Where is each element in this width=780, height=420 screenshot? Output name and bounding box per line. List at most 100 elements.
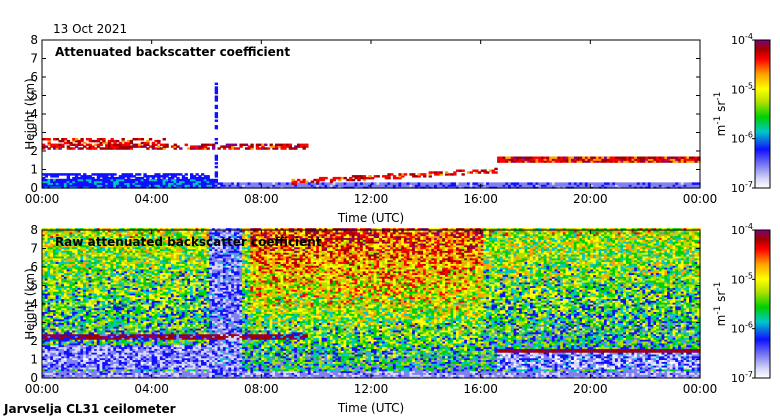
heat-cell	[83, 186, 87, 189]
heat-cell	[61, 173, 65, 176]
heat-cell	[143, 178, 147, 182]
heat-cell	[392, 186, 397, 189]
heat-cell	[551, 158, 556, 161]
heat-cell	[321, 184, 325, 187]
heat-cell	[277, 145, 282, 148]
heat-cell	[527, 160, 531, 163]
heat-cell	[214, 91, 219, 95]
heat-cell	[472, 182, 476, 185]
colorbar-tick-base: 10	[731, 182, 745, 195]
heat-cell	[47, 182, 51, 185]
heat-cell	[151, 175, 156, 178]
heat-cell	[231, 147, 235, 150]
heat-cell	[541, 184, 545, 187]
heat-cell	[116, 178, 120, 182]
heat-cell	[387, 182, 391, 185]
heat-cell	[445, 182, 449, 185]
heat-cell	[266, 186, 271, 189]
heat-cell	[72, 184, 76, 187]
heat-cell	[162, 180, 166, 184]
heat-cell	[91, 173, 95, 176]
heat-cell	[387, 176, 391, 180]
heat-cell	[66, 141, 71, 145]
heat-cell	[85, 184, 90, 187]
heat-cell	[113, 176, 117, 180]
heat-cell	[266, 184, 271, 187]
heat-cell	[80, 186, 84, 189]
heat-cell	[530, 186, 534, 189]
heat-cell	[302, 182, 306, 185]
heat-cell	[579, 160, 583, 163]
heat-cell	[195, 182, 199, 185]
heat-cell	[58, 184, 62, 187]
cb-unit-m: m	[714, 125, 728, 137]
heat-cell	[491, 186, 495, 189]
heat-cell	[129, 178, 134, 182]
heat-cell	[354, 182, 358, 185]
heat-cell	[121, 138, 125, 141]
heat-cell	[170, 184, 175, 187]
heat-cell	[488, 182, 493, 185]
heat-cell	[491, 171, 495, 174]
heat-cell	[508, 186, 512, 189]
heat-cell	[349, 178, 353, 182]
heat-cell	[58, 145, 62, 148]
heat-cell	[63, 186, 68, 189]
heat-cell	[551, 182, 556, 185]
heat-cell	[642, 186, 646, 189]
heat-cell	[66, 178, 71, 182]
heat-cell	[102, 182, 106, 185]
heat-cell	[124, 143, 128, 147]
heat-cell	[269, 145, 273, 148]
heat-cell	[121, 178, 125, 182]
heat-cell	[53, 147, 57, 150]
heat-cell	[645, 156, 649, 159]
heat-cell	[598, 158, 602, 161]
heat-cell	[332, 186, 336, 189]
heat-cell	[557, 160, 561, 163]
heat-cell	[206, 182, 210, 185]
heat-cell	[44, 180, 49, 184]
heat-cell	[642, 158, 646, 161]
heat-cell	[571, 186, 575, 189]
heat-cell	[458, 169, 463, 172]
colorbar-tick-label: 10-4	[731, 32, 753, 47]
heat-cell	[80, 178, 84, 182]
heat-cell	[80, 184, 84, 187]
heat-cell	[214, 125, 219, 128]
heat-cell	[214, 114, 219, 117]
heat-cell	[195, 184, 199, 187]
heat-cell	[562, 160, 567, 163]
heat-cell	[535, 182, 539, 185]
heat-cell	[50, 184, 54, 187]
heat-cell	[656, 156, 660, 159]
heat-cell	[214, 138, 219, 141]
heat-cell	[143, 182, 147, 185]
heat-cell	[173, 182, 177, 185]
heat-cell	[162, 138, 166, 141]
heat-cell	[74, 178, 79, 182]
heat-cell	[587, 186, 591, 189]
heat-cell	[557, 156, 561, 159]
heat-cell	[387, 173, 391, 176]
heat-cell	[398, 182, 402, 185]
heat-cell	[124, 182, 128, 185]
heat-cell	[228, 182, 232, 185]
heat-cell	[439, 171, 443, 174]
xlabel-top: Time (UTC)	[337, 211, 404, 225]
heat-cell	[349, 186, 353, 189]
heat-cell	[184, 180, 188, 184]
heat-cell	[88, 145, 92, 148]
heat-cell	[94, 147, 98, 150]
heat-cell	[398, 176, 402, 180]
heat-cell	[650, 182, 655, 185]
heat-cell	[483, 169, 487, 172]
heat-cell	[541, 182, 545, 185]
heat-cell	[628, 182, 633, 185]
heat-cell	[283, 145, 287, 148]
heat-cell	[187, 186, 191, 189]
heat-cell	[617, 184, 622, 187]
heat-cell	[521, 158, 526, 161]
heat-cell	[176, 186, 180, 189]
